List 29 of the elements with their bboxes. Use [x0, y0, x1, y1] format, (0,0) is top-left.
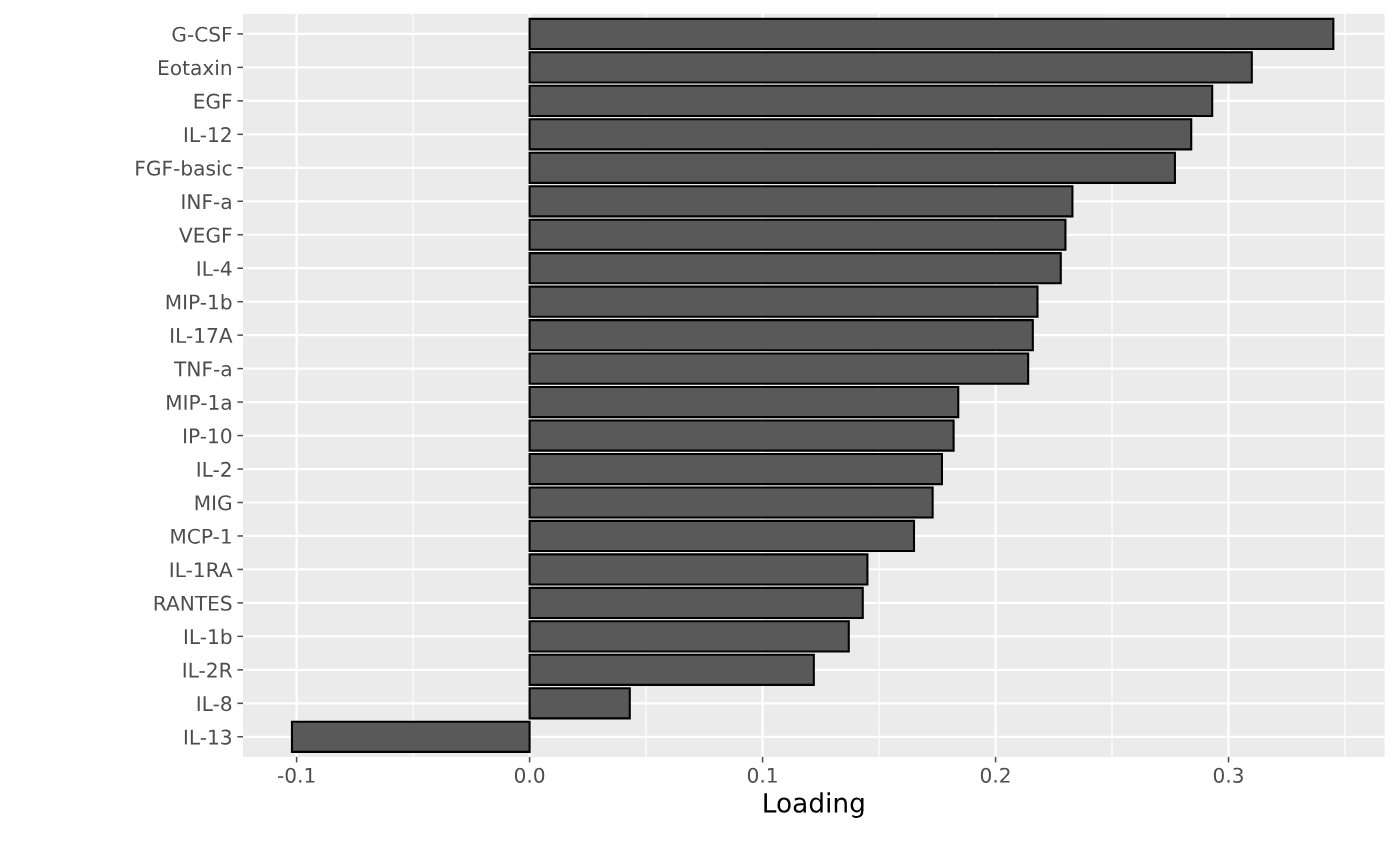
y-tick-label: MIG — [195, 495, 231, 511]
y-tick-label: IL-17A — [171, 328, 233, 343]
x-tick-label: -0.1 — [277, 767, 315, 783]
y-tick-label: IL-13 — [184, 729, 232, 745]
y-tick-label: MIP-1b — [166, 294, 232, 310]
y-tick-label: VEGF — [179, 227, 232, 243]
y-tick-label: INF-a — [182, 194, 231, 210]
x-axis-title: Loading — [764, 792, 864, 818]
y-tick-label: IL-4 — [197, 261, 232, 276]
x-tick-label: 0.0 — [514, 767, 545, 783]
y-tick-label: RANTES — [154, 595, 232, 611]
y-tick-label: IL-2R — [183, 662, 233, 678]
y-tick-label: IP-10 — [184, 428, 232, 444]
y-tick-label: FGF-basic — [136, 160, 232, 176]
y-tick-label: IL-1b — [184, 628, 232, 645]
x-tick-label: 0.3 — [1213, 767, 1243, 783]
y-tick-label: IL-1RA — [170, 562, 233, 578]
y-tick-label: EGF — [194, 93, 232, 109]
y-tick-label: IL-12 — [184, 127, 231, 142]
y-tick-label: MCP-1 — [171, 528, 231, 544]
x-tick-label: 0.1 — [747, 767, 777, 783]
y-tick-label: MIP-1a — [167, 395, 231, 411]
y-tick-label: Eotaxin — [159, 59, 231, 76]
y-tick-label: TNF-a — [174, 361, 231, 377]
y-tick-label: IL-8 — [197, 696, 232, 712]
y-tick-label: G-CSF — [172, 26, 232, 42]
bar — [290, 720, 531, 753]
x-tick-label: 0.2 — [980, 767, 1010, 783]
y-tick-label: IL-2 — [197, 461, 231, 477]
